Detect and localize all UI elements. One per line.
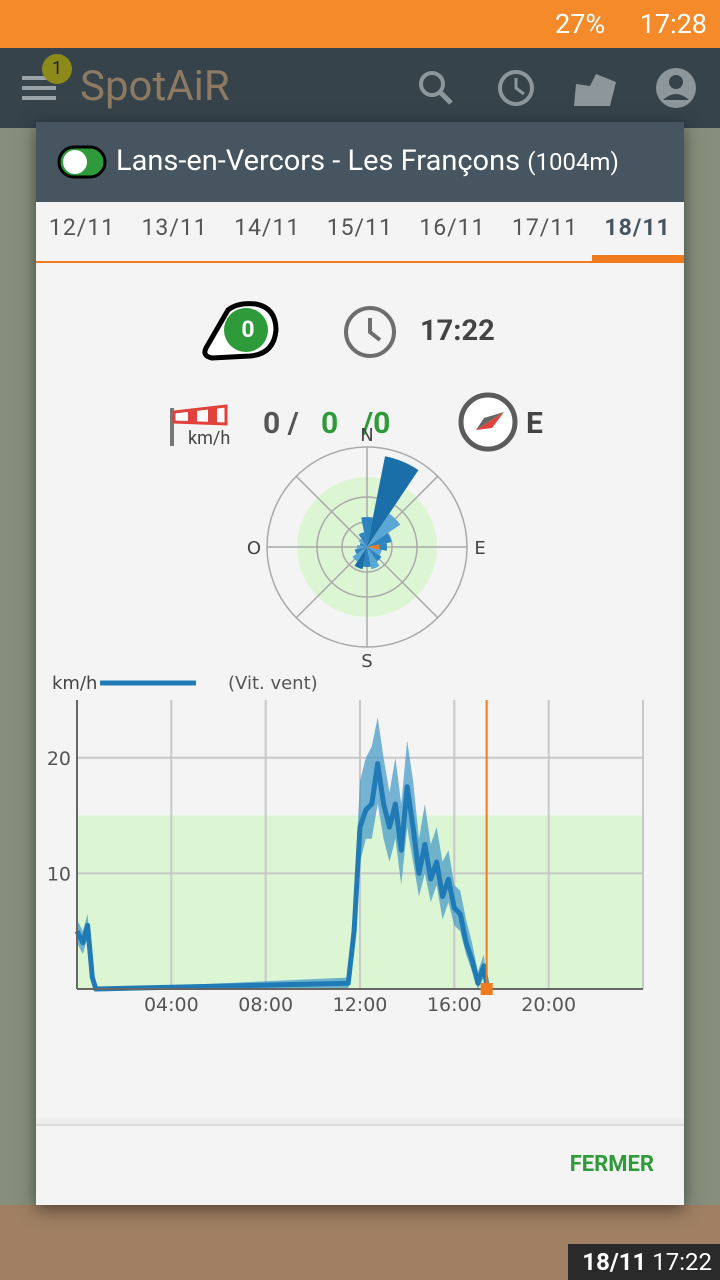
wind-unit: km/h bbox=[188, 428, 231, 449]
spot-altitude: (1004m) bbox=[527, 148, 619, 176]
history-icon[interactable] bbox=[498, 70, 534, 106]
date-chip: 18/11 17:22 bbox=[568, 1244, 720, 1280]
wind-min: 0 / bbox=[263, 406, 299, 441]
spot-status-icon bbox=[202, 301, 279, 361]
toolbar-icons bbox=[419, 68, 696, 108]
tab-indicator bbox=[591, 255, 684, 263]
wind-average: 0 bbox=[321, 406, 339, 441]
compass-icon bbox=[458, 392, 518, 452]
close-button[interactable]: FERMER bbox=[569, 1152, 654, 1177]
date-tab[interactable]: 14/11 bbox=[234, 214, 301, 241]
menu-button[interactable] bbox=[20, 72, 60, 104]
spot-status-icon bbox=[57, 145, 107, 179]
spot-name: Lans-en-Vercors - Les Françons bbox=[116, 144, 521, 178]
status-bar: 27% 17:28 bbox=[0, 0, 720, 48]
vote-icon[interactable] bbox=[574, 74, 616, 106]
date-tab[interactable]: 15/11 bbox=[326, 214, 393, 241]
date-tab[interactable]: 12/11 bbox=[48, 214, 116, 241]
account-icon[interactable] bbox=[656, 68, 696, 108]
wind-max: /0 bbox=[362, 406, 391, 441]
clock: 17:28 bbox=[639, 8, 707, 40]
spot-dialog: Lans-en-Vercors - Les Françons (1004m) 1… bbox=[36, 122, 684, 1205]
dialog-header: Lans-en-Vercors - Les Françons (1004m) bbox=[36, 122, 684, 202]
clock-icon bbox=[344, 306, 396, 358]
notification-badge: 1 bbox=[42, 54, 72, 84]
date-tab[interactable]: 16/11 bbox=[419, 214, 486, 241]
windsock-icon bbox=[170, 404, 228, 446]
app-bar: 1 SpotAiR bbox=[0, 48, 720, 128]
date-tab[interactable]: 13/11 bbox=[141, 214, 208, 241]
tab-divider bbox=[36, 261, 684, 263]
app-title: SpotAiR bbox=[80, 62, 230, 111]
chip-time: 17:22 bbox=[652, 1248, 712, 1276]
observation-time: 17:22 bbox=[420, 314, 495, 348]
chip-date: 18/11 bbox=[582, 1248, 647, 1276]
wind-direction: E bbox=[526, 406, 543, 441]
status-value: 0 bbox=[241, 316, 255, 343]
search-icon[interactable] bbox=[419, 71, 453, 105]
battery-level: 27% bbox=[555, 8, 606, 40]
date-tab[interactable]: 18/11 bbox=[604, 214, 671, 241]
footer-divider bbox=[36, 1124, 684, 1126]
date-tab[interactable]: 17/11 bbox=[511, 214, 579, 241]
